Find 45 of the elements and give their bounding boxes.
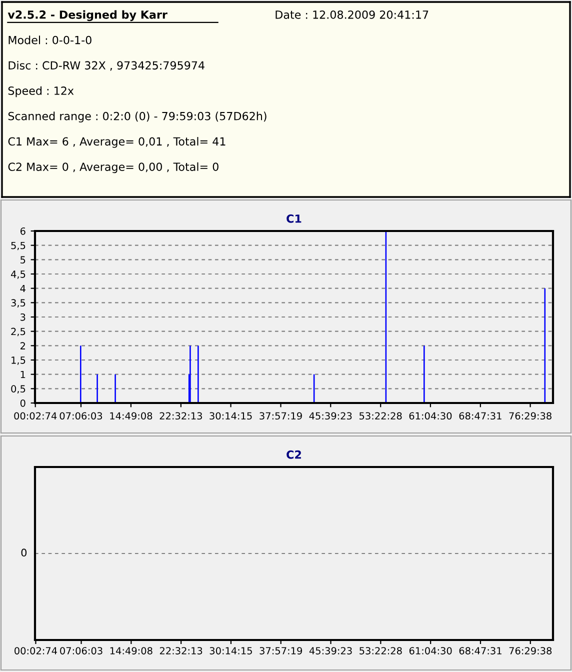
- text: Disc : CD-RW 32X , 973425:795974: [8, 60, 204, 71]
- text: Date : 12.08.2009 20:41:17: [276, 10, 428, 19]
- text: 30:14:15: [210, 647, 252, 654]
- y-tick-label: 3,5: [11, 299, 26, 308]
- text: C1 Max= 6 , Average= 0,01 , Total= 41: [8, 137, 226, 148]
- text: Scanned range : 0:2:0 (0) - 79:59:03 (57D62h): [8, 112, 266, 122]
- x-tick-label: 07:06:03: [60, 412, 102, 420]
- x-tick-label: 61:04:30: [409, 412, 452, 420]
- y-tick-label: 1: [20, 370, 26, 378]
- text: Speed : 12x: [8, 86, 74, 98]
- text: 00:02:74: [14, 647, 58, 654]
- text: 45:39:23: [309, 647, 352, 654]
- text: C2: [286, 450, 301, 459]
- y-tick-label: 0,5: [11, 385, 26, 394]
- x-tick-label: 37:57:19: [260, 412, 302, 420]
- text: 76:29:38: [509, 647, 552, 654]
- y-tick-label: 2,5: [11, 328, 26, 336]
- y-tick-label: 4,5: [10, 270, 26, 279]
- y-tick-label: 6: [20, 227, 26, 235]
- x-tick-label: 68:47:31: [459, 412, 502, 420]
- x-tick-label: 00:02:74: [14, 412, 57, 420]
- text: 07:06:03: [60, 647, 102, 654]
- y-tick-label: 4: [20, 284, 26, 292]
- x-tick-label: 30:14:15: [210, 412, 252, 420]
- text: 53:22:28: [360, 647, 402, 654]
- x-tick-label: 45:39:23: [309, 412, 352, 420]
- text: 61:04:30: [409, 647, 452, 654]
- x-tick-label: 76:29:38: [509, 412, 552, 420]
- text: 22:32:13: [160, 647, 202, 654]
- x-tick-label: 14:49:08: [110, 412, 152, 420]
- x-tick-label: 22:32:13: [160, 412, 202, 420]
- text: 37:57:19: [260, 647, 302, 654]
- y-tick-label: 2: [20, 342, 25, 350]
- text: C2 Max= 0 , Average= 0,00 , Total= 0: [8, 162, 218, 174]
- text: 68:47:31: [459, 647, 502, 654]
- x-tick-label: 53:22:28: [360, 412, 402, 420]
- y-tick-label: 3: [20, 313, 26, 321]
- y-tick-label: 5,5: [11, 242, 26, 250]
- y-tick-label: 0: [20, 399, 26, 407]
- text: Model : 0-0-1-0: [8, 36, 92, 44]
- chart-title: C1: [286, 214, 302, 223]
- y-tick-label: 5: [20, 256, 26, 264]
- text: 14:49:08: [110, 647, 152, 654]
- y-tick-label: 1,5: [12, 356, 26, 365]
- text: v2.5.2 - Designed by Karr: [8, 10, 168, 22]
